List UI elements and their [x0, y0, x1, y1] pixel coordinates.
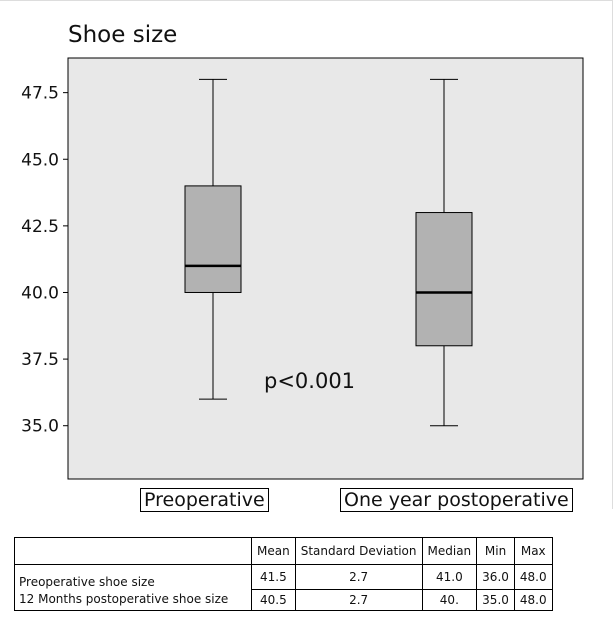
header-blank: [14, 537, 252, 565]
header-mean: Mean: [251, 537, 296, 565]
cell-median: 41.0: [421, 564, 478, 590]
cell-min: 35.0: [476, 588, 515, 611]
category-label-preoperative: Preoperative: [140, 488, 269, 512]
cell-sd: 2.7: [294, 588, 423, 611]
box-preoperative: [184, 78, 242, 400]
header-min: Min: [476, 537, 515, 565]
y-tick-label: 45.0: [21, 150, 59, 170]
p-value-annotation: p<0.001: [264, 369, 355, 393]
cell-mean: 41.5: [251, 564, 296, 590]
y-tick-label: 40.0: [21, 283, 59, 303]
header-max: Max: [513, 537, 553, 565]
row-label: Preoperative shoe size: [14, 564, 252, 589]
header-standard-deviation: Standard Deviation: [294, 537, 423, 565]
box-series: [184, 78, 473, 427]
table-header-row: Mean Standard Deviation Median Min Max: [14, 537, 553, 565]
box-postoperative: [415, 78, 473, 427]
table-row: 12 Months postoperative shoe size 40.5 2…: [14, 588, 553, 611]
box-plot-chart: Shoe size 47.5 45.0 42.5 40.0 37.5 35.0 p<0.0…: [21, 22, 584, 480]
cell-max: 48.0: [513, 564, 553, 590]
plot-area: [67, 57, 584, 480]
header-median: Median: [421, 537, 478, 565]
y-tick-label: 35.0: [21, 417, 59, 437]
summary-statistics-table: Mean Standard Deviation Median Min Max P…: [14, 537, 553, 611]
cell-min: 36.0: [476, 564, 515, 590]
chart-title: Shoe size: [68, 22, 177, 48]
row-label: 12 Months postoperative shoe size: [14, 589, 252, 611]
iqr-box: [415, 212, 473, 347]
iqr-box: [184, 185, 242, 293]
y-axis: 47.5 45.0 42.5 40.0 37.5 35.0: [21, 84, 68, 437]
cell-median: 40.: [421, 588, 478, 611]
figure-frame: [0, 0, 613, 509]
cell-sd: 2.7: [294, 564, 423, 590]
table-row: Preoperative shoe size 41.5 2.7 41.0 36.…: [14, 564, 553, 590]
cell-max: 48.0: [513, 588, 553, 611]
y-tick-label: 47.5: [21, 84, 59, 104]
category-label-postoperative: One year postoperative: [340, 488, 573, 512]
y-tick-label: 37.5: [21, 350, 59, 370]
y-tick-label: 42.5: [21, 217, 59, 237]
cell-mean: 40.5: [251, 588, 296, 611]
